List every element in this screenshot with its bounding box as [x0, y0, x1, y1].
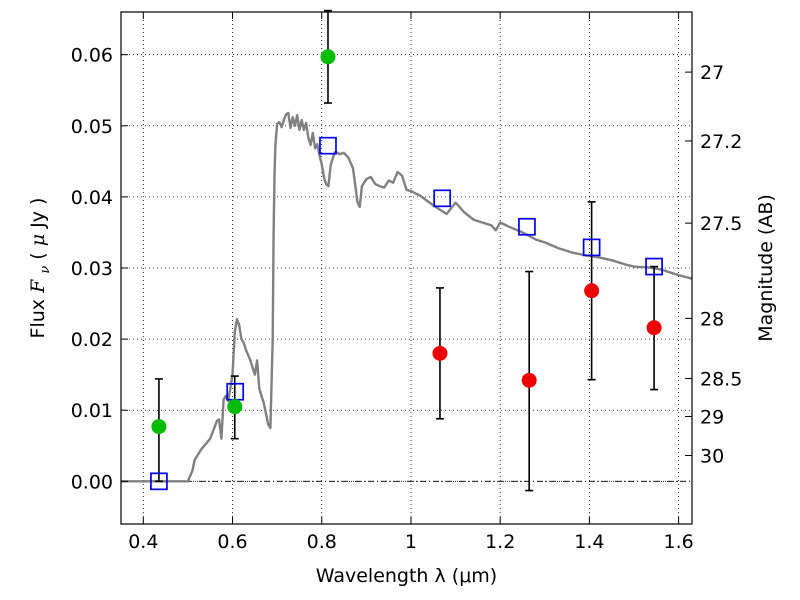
x-tick-label: 1: [405, 531, 417, 553]
y-axis-label-nu: ν: [38, 266, 53, 274]
upper-limit-point: [432, 345, 448, 361]
y-axis-label: Flux F ν ( μ Jy ): [27, 198, 54, 339]
y-tick-label: 0.01: [71, 400, 113, 422]
right-tick-label: 30: [700, 446, 724, 468]
detection-point: [151, 419, 167, 435]
model-band-square: [150, 472, 168, 491]
model-sed-line: [121, 111, 693, 483]
model-band-square: [319, 136, 337, 155]
data-markers: [150, 49, 663, 491]
y-tick-label: 0.02: [71, 329, 113, 351]
y-axis-label-paren: (: [27, 246, 49, 259]
x-tick-label: 1.2: [485, 531, 515, 553]
y-axis-label-f: F: [27, 279, 49, 294]
upper-limit-point: [646, 320, 662, 336]
y-tick-label: 0.00: [71, 471, 113, 493]
plot-frame: [120, 11, 693, 525]
detection-point: [227, 399, 243, 415]
right-tick-label: 28: [700, 308, 724, 330]
detection-point: [320, 49, 336, 65]
x-tick-label: 0.6: [217, 531, 247, 553]
x-tick-label: 1.4: [574, 531, 604, 553]
y-tick-label: 0.05: [71, 116, 113, 138]
model-band-square: [645, 257, 663, 276]
y-axis-label-mu: μ: [27, 234, 49, 246]
right-tick-label: 27: [700, 62, 724, 84]
y-tick-label: 0.06: [71, 45, 113, 67]
axes-frame: [120, 11, 693, 525]
x-tick-label: 0.4: [128, 531, 158, 553]
right-tick-label: 27.2: [700, 131, 742, 153]
model-band-square: [582, 238, 601, 257]
y-tick-label: 0.03: [71, 258, 113, 280]
right-tick-label: 28.5: [700, 369, 742, 391]
x-tick-label: 1.6: [664, 531, 694, 553]
grid: [121, 12, 692, 524]
upper-limit-point: [521, 372, 537, 388]
x-tick-label: 0.8: [307, 531, 337, 553]
y-axis-label-flux: Flux: [27, 293, 49, 339]
errorbars: [154, 9, 659, 492]
model-band-square: [433, 189, 452, 208]
right-tick-label: 27.5: [700, 213, 742, 235]
model-band-square: [518, 217, 536, 236]
x-axis-label: Wavelength λ (μm): [316, 565, 497, 587]
upper-limit-point: [584, 283, 600, 299]
axis-ticks: 0.4 0.6 0.8 1 1.2 1.4 1.6 0.00 0.01 0.02 0.03 0.04 0…: [71, 12, 742, 553]
y-axis-label-unit: Jy ): [27, 198, 49, 229]
right-tick-label: 29: [700, 406, 724, 428]
right-axis-label: Magnitude (AB): [755, 194, 777, 342]
y-tick-label: 0.04: [71, 187, 113, 209]
model-sed-curve: [121, 111, 693, 483]
